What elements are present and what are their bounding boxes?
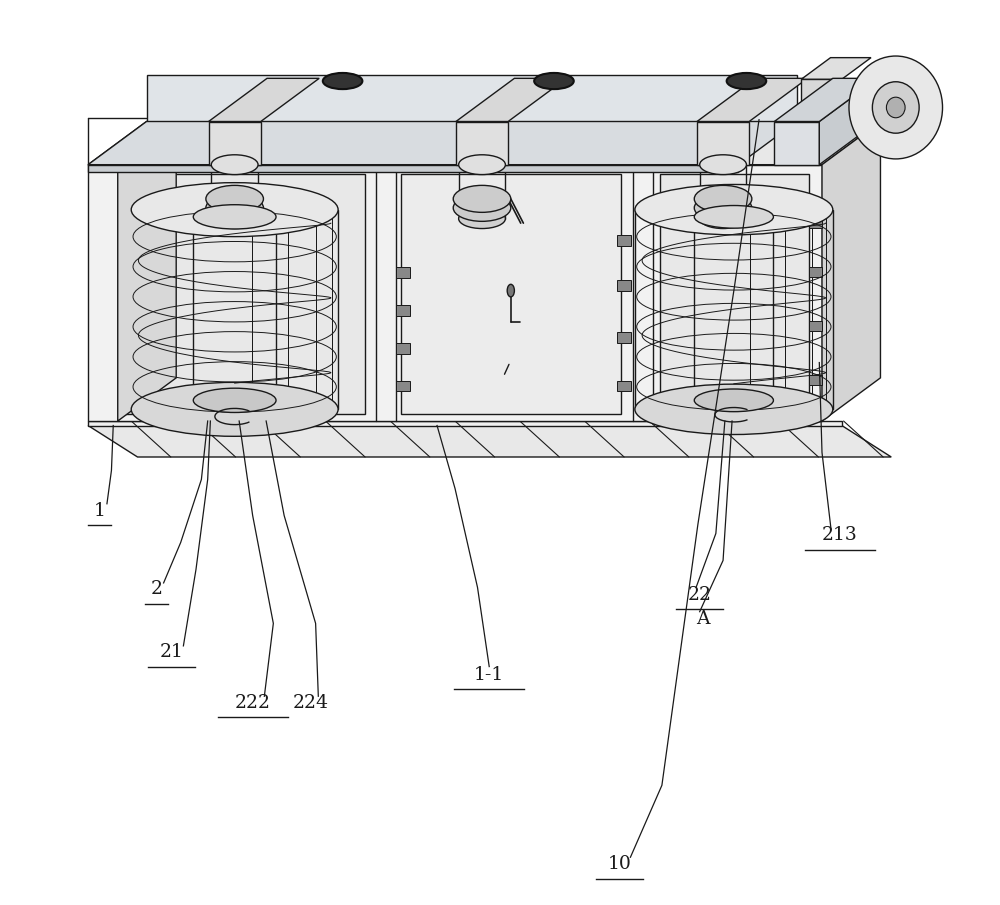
Ellipse shape	[193, 388, 276, 413]
Polygon shape	[147, 75, 797, 121]
Ellipse shape	[635, 185, 833, 234]
Bar	[809, 267, 822, 277]
Bar	[809, 376, 822, 385]
Polygon shape	[801, 58, 871, 80]
Polygon shape	[456, 121, 508, 165]
Polygon shape	[88, 421, 842, 425]
Text: 222: 222	[235, 693, 271, 711]
Text: 10: 10	[608, 855, 632, 873]
Ellipse shape	[206, 195, 263, 222]
Ellipse shape	[507, 284, 514, 297]
Polygon shape	[88, 425, 891, 457]
Ellipse shape	[131, 382, 338, 436]
Polygon shape	[118, 121, 880, 165]
Bar	[396, 343, 410, 354]
Ellipse shape	[849, 56, 943, 159]
Polygon shape	[88, 165, 738, 172]
Text: 22: 22	[688, 586, 712, 604]
Polygon shape	[209, 121, 261, 165]
Ellipse shape	[694, 205, 773, 228]
Ellipse shape	[131, 183, 338, 236]
Polygon shape	[697, 79, 808, 121]
Bar	[809, 218, 822, 228]
Polygon shape	[118, 121, 176, 421]
Text: 213: 213	[822, 526, 858, 544]
Ellipse shape	[694, 186, 752, 213]
Polygon shape	[88, 121, 176, 165]
Ellipse shape	[700, 209, 746, 229]
Polygon shape	[88, 121, 797, 165]
Bar	[396, 305, 410, 316]
Ellipse shape	[635, 384, 833, 434]
Ellipse shape	[694, 195, 752, 222]
Ellipse shape	[694, 389, 773, 412]
Bar	[617, 234, 631, 245]
Ellipse shape	[700, 155, 746, 175]
Ellipse shape	[872, 81, 919, 133]
Bar	[617, 332, 631, 343]
Polygon shape	[774, 79, 878, 121]
Ellipse shape	[453, 186, 511, 213]
Ellipse shape	[193, 205, 276, 229]
Bar	[124, 174, 365, 414]
Ellipse shape	[459, 155, 505, 175]
Text: 21: 21	[160, 643, 184, 662]
Bar	[396, 267, 410, 278]
Bar	[617, 280, 631, 291]
Polygon shape	[697, 121, 749, 165]
Polygon shape	[774, 121, 819, 165]
Bar	[617, 380, 631, 391]
Ellipse shape	[886, 97, 905, 118]
Bar	[809, 321, 822, 331]
Bar	[660, 174, 809, 414]
Text: A: A	[697, 610, 710, 628]
Ellipse shape	[534, 73, 574, 89]
Ellipse shape	[206, 186, 263, 213]
Ellipse shape	[459, 209, 505, 229]
Ellipse shape	[211, 155, 258, 175]
Ellipse shape	[211, 209, 258, 229]
Text: 1-1: 1-1	[474, 666, 504, 683]
Text: 1: 1	[94, 502, 106, 520]
Polygon shape	[209, 79, 319, 121]
Text: 2: 2	[150, 580, 162, 598]
Polygon shape	[88, 165, 118, 421]
Ellipse shape	[727, 73, 766, 89]
Text: 224: 224	[293, 693, 329, 711]
Polygon shape	[118, 165, 822, 421]
Ellipse shape	[323, 73, 362, 89]
Polygon shape	[456, 79, 567, 121]
Polygon shape	[819, 79, 878, 165]
Bar	[401, 174, 621, 414]
Polygon shape	[801, 80, 842, 112]
Bar	[396, 380, 410, 391]
Ellipse shape	[453, 195, 511, 222]
Polygon shape	[822, 121, 880, 421]
